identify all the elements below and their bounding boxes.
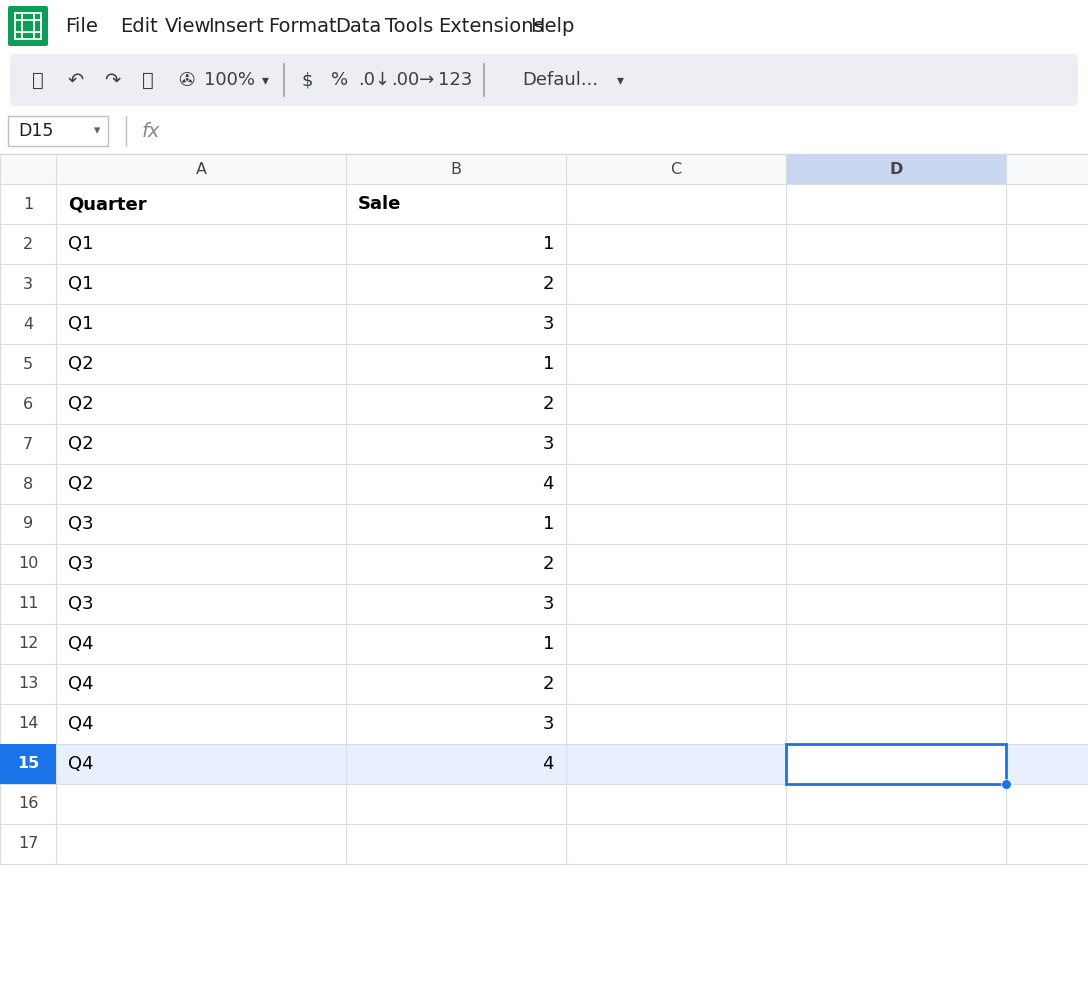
Text: View: View	[165, 17, 211, 35]
Text: .00→: .00→	[392, 71, 435, 89]
Text: Q2: Q2	[67, 395, 94, 413]
Text: B: B	[450, 161, 461, 177]
Bar	[8, 116, 108, 146]
FancyBboxPatch shape	[8, 6, 48, 46]
Text: 1: 1	[543, 635, 554, 653]
Text: 3: 3	[543, 435, 554, 453]
Text: Sale: Sale	[358, 195, 401, 213]
Text: 123: 123	[437, 71, 472, 89]
Bar	[786, 154, 1006, 184]
Text: 3: 3	[543, 715, 554, 733]
Text: 5: 5	[23, 356, 33, 371]
Text: 1: 1	[23, 196, 33, 211]
Text: Q1: Q1	[67, 315, 94, 333]
Text: Q3: Q3	[67, 515, 94, 533]
Bar	[0, 154, 1088, 184]
Text: 16: 16	[17, 796, 38, 811]
Text: 4: 4	[23, 316, 33, 332]
Text: 2: 2	[543, 675, 554, 693]
Text: 15: 15	[17, 756, 39, 772]
Text: Quarter: Quarter	[67, 195, 147, 213]
Text: ▾: ▾	[94, 125, 100, 137]
Text: ⎙: ⎙	[143, 71, 153, 89]
Text: 13: 13	[17, 677, 38, 691]
Text: 8: 8	[23, 476, 33, 492]
Text: 1: 1	[543, 235, 554, 253]
Text: Data: Data	[335, 17, 381, 35]
Text: 100%: 100%	[205, 71, 256, 89]
Bar	[786, 744, 1006, 784]
Text: Help: Help	[530, 17, 574, 35]
Text: 9: 9	[23, 517, 33, 531]
Text: 2: 2	[543, 275, 554, 293]
Text: 3: 3	[543, 315, 554, 333]
Text: Q4: Q4	[67, 715, 94, 733]
Text: 2: 2	[23, 237, 33, 251]
Bar	[0, 108, 1088, 154]
Text: 1: 1	[543, 355, 554, 373]
Text: 2: 2	[543, 555, 554, 573]
Text: 6: 6	[23, 397, 33, 411]
Text: Q1: Q1	[67, 275, 94, 293]
Bar	[0, 744, 1088, 784]
Text: %: %	[332, 71, 348, 89]
Text: Q2: Q2	[67, 355, 94, 373]
Text: D: D	[889, 161, 903, 177]
Text: Edit: Edit	[120, 17, 158, 35]
Text: Q2: Q2	[67, 475, 94, 493]
Text: $: $	[301, 71, 312, 89]
Text: Insert: Insert	[208, 17, 263, 35]
Text: Tools: Tools	[385, 17, 433, 35]
Text: ✇: ✇	[177, 71, 194, 89]
FancyBboxPatch shape	[10, 54, 1078, 106]
Text: fx: fx	[143, 122, 160, 140]
Text: 12: 12	[17, 636, 38, 651]
Text: Q2: Q2	[67, 435, 94, 453]
Text: Defaul...: Defaul...	[522, 71, 598, 89]
Text: 4: 4	[543, 755, 554, 773]
Text: C: C	[670, 161, 681, 177]
Text: 7: 7	[23, 437, 33, 452]
Text: ▾: ▾	[261, 73, 269, 87]
Text: ↷: ↷	[103, 71, 120, 89]
Text: 11: 11	[17, 596, 38, 612]
Bar	[15, 13, 41, 39]
Text: Q3: Q3	[67, 595, 94, 613]
Text: ↶: ↶	[67, 71, 84, 89]
Text: Q3: Q3	[67, 555, 94, 573]
Text: .0↓: .0↓	[358, 71, 391, 89]
Text: Q4: Q4	[67, 635, 94, 653]
Text: File: File	[65, 17, 98, 35]
Text: 14: 14	[17, 717, 38, 732]
Text: D15: D15	[18, 122, 53, 140]
Text: 3: 3	[23, 277, 33, 292]
Text: ▾: ▾	[617, 73, 623, 87]
Text: Extensions: Extensions	[438, 17, 544, 35]
Text: 10: 10	[17, 557, 38, 572]
Text: 17: 17	[17, 837, 38, 851]
Text: 1: 1	[543, 515, 554, 533]
Text: Q4: Q4	[67, 675, 94, 693]
Text: 4: 4	[543, 475, 554, 493]
Text: Format: Format	[268, 17, 336, 35]
Text: ⌕: ⌕	[33, 71, 44, 89]
Bar	[0, 744, 55, 784]
Text: 3: 3	[543, 595, 554, 613]
Text: Q1: Q1	[67, 235, 94, 253]
Text: 2: 2	[543, 395, 554, 413]
Text: A: A	[196, 161, 207, 177]
Bar	[0, 0, 1088, 52]
Text: Q4: Q4	[67, 755, 94, 773]
